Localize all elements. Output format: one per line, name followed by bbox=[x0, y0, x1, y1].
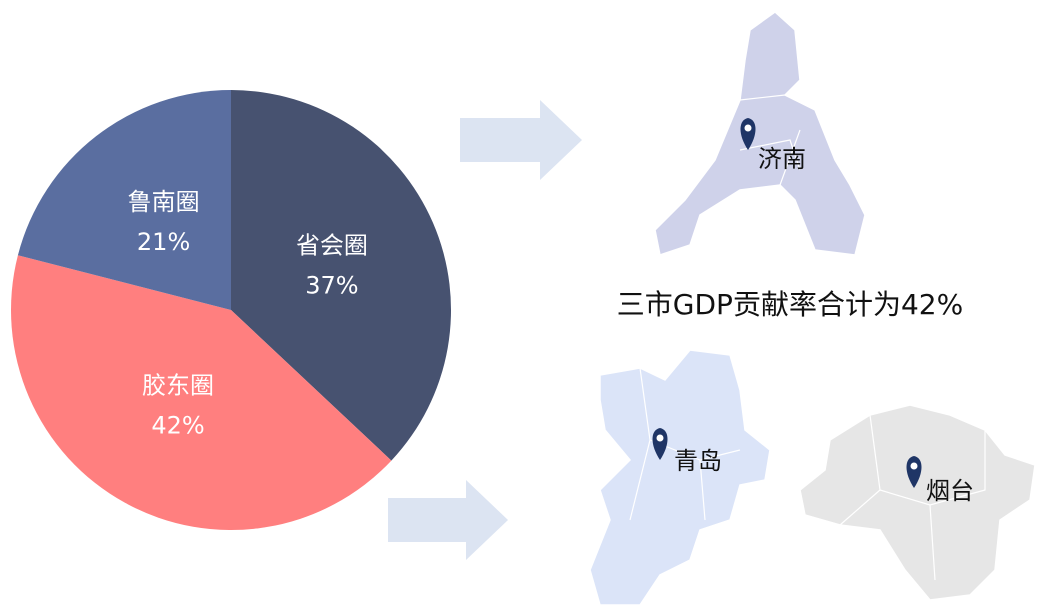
map-border bbox=[739, 94, 801, 186]
city-label: 烟台 bbox=[926, 477, 974, 505]
arrow bbox=[460, 100, 582, 180]
value-label: 42% bbox=[151, 411, 204, 439]
pie: 省会圈 37% 胶东圈 42% 鲁南圈 21% bbox=[11, 89, 451, 530]
pie-slice bbox=[231, 90, 451, 461]
pin bbox=[652, 118, 922, 488]
map-qingdao bbox=[589, 349, 771, 606]
map-yantai bbox=[799, 404, 1036, 601]
pie-slice bbox=[17, 89, 231, 311]
value-label: 21% bbox=[137, 228, 190, 256]
slice-label: 鲁南圈 bbox=[128, 188, 200, 216]
pie-slice bbox=[11, 255, 392, 530]
map-jinan bbox=[654, 11, 866, 256]
map-border bbox=[629, 367, 741, 521]
city-label: 济南 bbox=[758, 145, 806, 173]
value-label: 37% bbox=[305, 271, 358, 299]
annotation: 三市GDP贡献率合计为42% bbox=[617, 288, 963, 321]
city-label: 青岛 bbox=[674, 447, 722, 475]
map-border bbox=[839, 414, 986, 581]
slice-label: 省会圈 bbox=[296, 231, 368, 259]
slice-label: 胶东圈 bbox=[142, 371, 214, 399]
arrow bbox=[388, 480, 508, 560]
